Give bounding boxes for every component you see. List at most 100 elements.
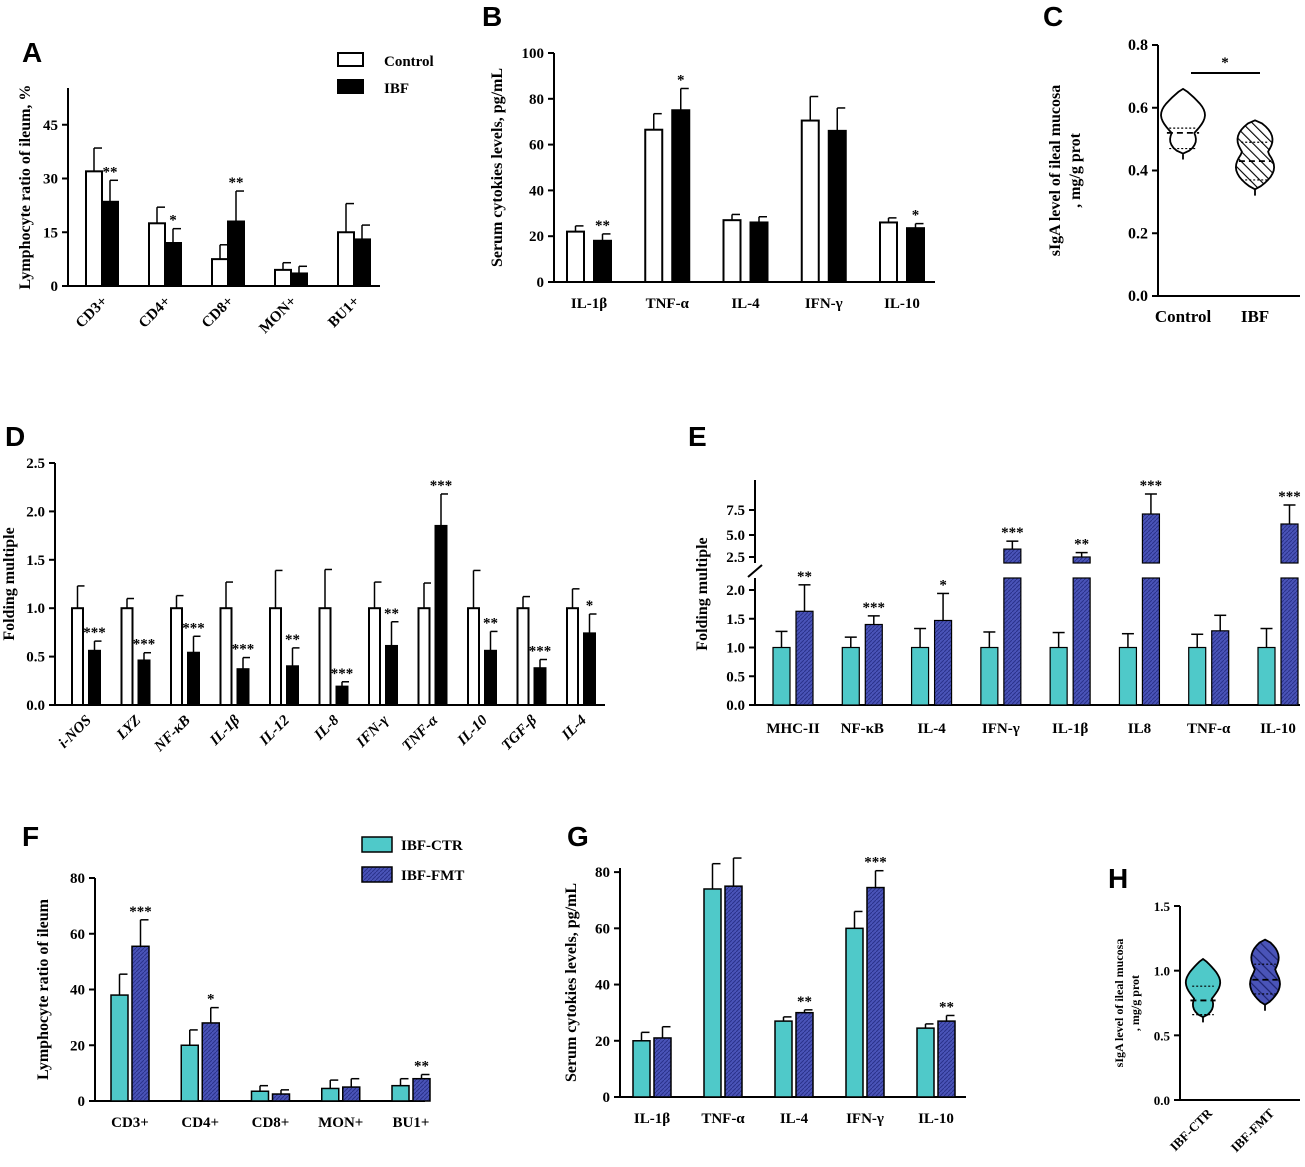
category-label: IL-1β (571, 296, 607, 312)
y-tick-label: 20 (595, 1034, 610, 1050)
category-label: Control (1155, 307, 1212, 326)
y-tick-label: 0.6 (1128, 100, 1148, 117)
bar-0-3 (980, 646, 999, 706)
bar-ibf-4 (286, 665, 299, 707)
bar-0-7 (1257, 646, 1276, 706)
category-label: CD8+ (252, 1115, 290, 1131)
y-tick-label: 1.5 (726, 612, 745, 628)
y-tick-label: 0 (603, 1090, 611, 1106)
y-tick-label: 1.5 (26, 553, 45, 569)
panel-h-siga-violin: 0.0 0.5 1.0 1.5 sIgA level of ileal mucosa, … (1112, 899, 1300, 1155)
category-label: IL-10 (918, 1111, 954, 1127)
category-label: IFN-γ (805, 296, 843, 312)
bar-control-3 (274, 268, 292, 287)
bar-lower-segment-3 (1003, 577, 1022, 706)
legend-swatch-ibf-ctr (361, 836, 393, 853)
panel-label-d: D (5, 421, 25, 452)
bar-1-2 (933, 619, 953, 706)
bar-ibf-ctr-1 (703, 888, 722, 1098)
significance-marker: ** (384, 606, 399, 622)
bar-ibf-2 (187, 651, 200, 707)
y-axis-title: Lymphocyte ratio of ileum (35, 898, 52, 1080)
significance-marker: * (169, 213, 177, 229)
bar-ibf-fmt-3 (866, 886, 885, 1098)
y-tick-label: 0.8 (1128, 37, 1148, 54)
y-tick-label: 2.5 (726, 550, 745, 566)
bar-1-6 (1211, 630, 1230, 706)
category-label: CD3+ (73, 294, 111, 332)
legend-ctr-fmt: IBF-CTR IBF-FMT (361, 836, 464, 884)
bar-ibf-fmt-2 (795, 1011, 814, 1098)
bar-ibf-2 (227, 220, 245, 287)
bar-control-7 (417, 607, 431, 707)
category-label: IL-12 (256, 712, 293, 749)
bar-0-5 (1118, 646, 1138, 706)
significance-marker: ** (1074, 537, 1089, 553)
significance-marker: ** (595, 218, 610, 234)
significance-marker: *** (529, 644, 552, 660)
bar-control-3 (219, 607, 233, 707)
category-label: TNF-α (646, 296, 690, 312)
significance-marker: *** (864, 855, 887, 871)
bar-ibf-0 (88, 649, 101, 706)
bar-control-3 (800, 119, 820, 284)
significance-marker: * (677, 72, 685, 88)
category-label: IL-10 (1260, 721, 1296, 737)
bar-ibf-ctr-2 (250, 1090, 270, 1102)
bar-ibf-fmt-0 (131, 945, 150, 1102)
y-tick-label: 1.0 (26, 601, 45, 617)
bar-ibf-2 (749, 221, 769, 284)
bar-control-5 (318, 607, 332, 707)
bar-ibf-4 (353, 238, 371, 288)
significance-marker: *** (232, 642, 255, 658)
y-tick-label: 80 (595, 865, 610, 881)
bar-control-0 (71, 607, 84, 707)
bar-ibf-fmt-2 (271, 1093, 291, 1102)
panel-label-f: F (22, 821, 39, 852)
significance-marker: ** (285, 632, 300, 648)
y-axis-title: sIgA level of ileal mucosa (1112, 939, 1126, 1068)
y-tick-label: 0 (78, 1094, 86, 1110)
category-label: CD3+ (111, 1115, 149, 1131)
bar-ibf-ctr-0 (110, 994, 129, 1102)
bar-control-2 (170, 607, 183, 707)
panel-label-g: G (567, 821, 589, 852)
y-tick-label: 60 (70, 927, 85, 943)
bar-ibf-1 (164, 242, 182, 287)
legend-label-ibf-fmt: IBF-FMT (401, 868, 464, 884)
y-tick-label: 0.0 (26, 698, 45, 714)
legend-swatch-ibf (337, 79, 364, 94)
bar-ibf-ctr-2 (774, 1020, 793, 1098)
significance-marker: ** (483, 615, 498, 631)
y-tick-label: 45 (43, 118, 58, 134)
y-axis-title: Folding multiple (694, 537, 711, 650)
category-label: IBF-FMT (1228, 1105, 1278, 1155)
legend-control-ibf: Control IBF (337, 52, 434, 97)
bar-ibf-fmt-3 (342, 1086, 361, 1102)
significance-marker: * (586, 598, 594, 614)
y-tick-label: 20 (70, 1038, 85, 1054)
y-axis-title: Serum cytokies levels, pg/mL (563, 883, 580, 1082)
bar-ibf-7 (434, 524, 448, 706)
violin-ibf-ctr (1184, 957, 1222, 1023)
bar-ibf-fmt-4 (412, 1077, 431, 1102)
bar-control-10 (566, 607, 579, 707)
significance-marker: ** (103, 164, 118, 180)
category-label: MON+ (318, 1115, 363, 1131)
bar-ibf-fmt-1 (724, 885, 743, 1098)
category-label: BU1+ (393, 1115, 430, 1131)
bar-ibf-ctr-3 (845, 927, 864, 1098)
category-label: CD8+ (199, 294, 237, 332)
category-label: TNF-α (399, 712, 441, 754)
bar-upper-segment-4 (1072, 556, 1091, 564)
legend-label-ibf: IBF (384, 81, 409, 97)
y-tick-label: 0.5 (726, 669, 745, 685)
violin-ibf-fmt (1249, 938, 1281, 1011)
significance-marker: ** (229, 175, 244, 191)
bar-ibf-1 (137, 659, 151, 706)
significance-marker: *** (1140, 478, 1163, 494)
bar-control-2 (211, 258, 229, 287)
category-label: IL-4 (780, 1111, 809, 1127)
y-axis-title-unit: , mg/g prot (1128, 975, 1142, 1031)
